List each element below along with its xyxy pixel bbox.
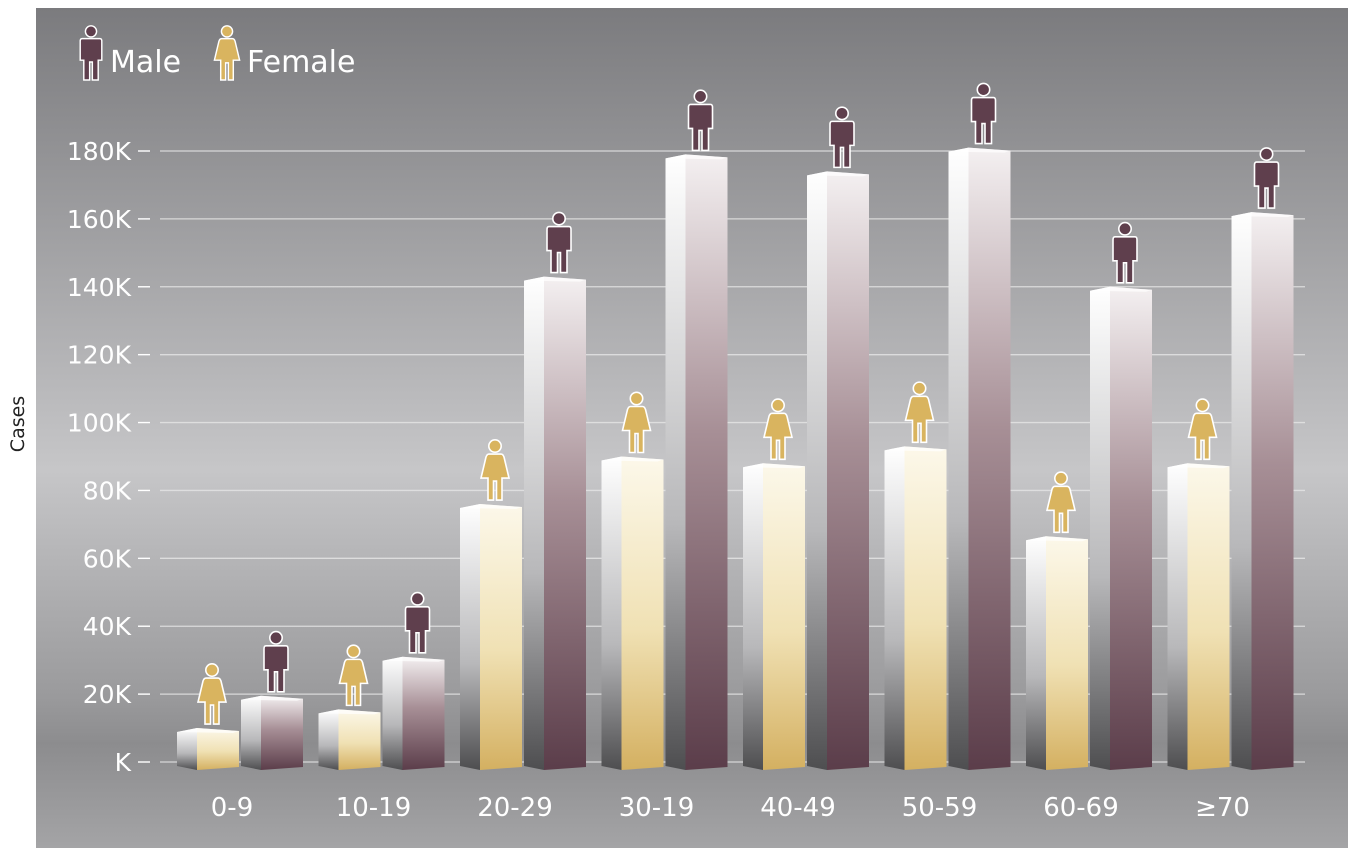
bar-female-face [338,709,381,770]
y-tick-label: 140K [67,273,132,302]
bar-male [1090,286,1152,770]
bar-male-face [685,154,728,771]
bar-male-top [665,154,728,160]
bar-male-face [402,656,445,770]
bar-female-side [601,456,622,770]
bar-male [807,171,869,770]
bar-female-face [1187,463,1230,770]
legend-item-female: Female [213,25,355,81]
x-tick-label: 50-59 [902,793,978,823]
legend-item-male: Male [79,25,181,81]
bar-male-side [1231,212,1252,771]
legend: Male Female [79,25,355,81]
x-tick-label: 30-19 [619,793,695,823]
y-axis-label: Cases [7,396,29,452]
bar-male-top [948,147,1011,153]
bar-female-face [904,446,947,770]
bar-female [1167,463,1230,770]
bar-male-side [524,276,544,770]
bar-male [665,154,728,771]
bar-male [524,276,586,770]
bar-male-face [827,171,869,770]
bar-female-top [1167,463,1230,469]
bar-female [1026,536,1088,770]
bar-male-face [544,276,586,770]
bar-female [460,504,522,770]
bar-female-face [763,463,805,770]
bar-male-side [1090,286,1110,770]
bar-male [241,695,303,770]
y-tick-label: 40K [83,612,132,641]
bar-female-side [1026,536,1046,770]
bar-female-top [1026,536,1088,542]
bar-female-top [460,504,522,510]
bar-female [177,728,239,770]
bar-female-top [318,709,381,715]
bar-female-side [318,709,339,770]
bar-male-top [382,656,445,662]
bar-female-face [480,504,522,770]
bar-male-top [1090,286,1152,292]
bar-male [382,656,445,770]
y-tick-label: 120K [67,341,132,370]
bar-male-top [807,171,869,177]
bar-female-side [460,504,480,770]
bar-female-side [177,728,197,770]
x-tick-label: 60-69 [1043,793,1119,823]
x-tick-label: 40-49 [760,793,836,823]
bar-female-side [743,463,763,770]
bar-female-top [743,463,805,469]
bar-male-side [948,147,969,770]
y-tick-label: 20K [83,680,132,709]
legend-label-female: Female [247,45,355,80]
x-axis-ticks: 0-9 10-19 20-29 30-19 40-49 50-59 60-69 ≥70 [211,793,1250,823]
bar-female-face [197,728,239,770]
x-tick-label: 20-29 [477,793,553,823]
bar-female [743,463,805,770]
bar-male-face [1110,286,1152,770]
bar-female-face [621,456,664,770]
bar-female-side [884,446,905,770]
bar-female-side [1167,463,1188,770]
bar-male-face [1251,212,1294,771]
bar-female [318,709,381,770]
bar-male [948,147,1011,770]
bar-male-side [665,154,686,771]
bar-male-top [241,695,303,701]
bar-male-side [241,695,261,770]
bar-male-top [1231,212,1294,218]
y-tick-label: K [115,748,132,777]
bar-male-face [261,695,303,770]
bar-female [601,456,664,770]
y-tick-label: 160K [67,205,132,234]
bar-male-side [807,171,827,770]
bars [177,82,1294,771]
y-axis-ticks: K 20K 40K 60K 80K 100K 120K 140K 160K 180K [67,137,150,777]
x-tick-label: 0-9 [211,793,253,823]
bar-male-top [524,276,586,282]
y-tick-label: 60K [83,544,132,573]
x-tick-label: ≥70 [1195,793,1250,823]
bar-female-top [601,456,664,462]
x-tick-label: 10-19 [336,793,412,823]
bar-male [1231,212,1294,771]
y-tick-label: 180K [67,137,132,166]
bar-female [884,446,947,770]
y-tick-label: 80K [83,476,132,505]
bar-female-top [884,446,947,452]
bar-female-face [1046,536,1088,770]
y-tick-label: 100K [67,409,132,438]
legend-label-male: Male [110,45,181,80]
bar-male-side [382,656,403,770]
bar-female-top [177,728,239,734]
bar-male-face [968,147,1011,770]
